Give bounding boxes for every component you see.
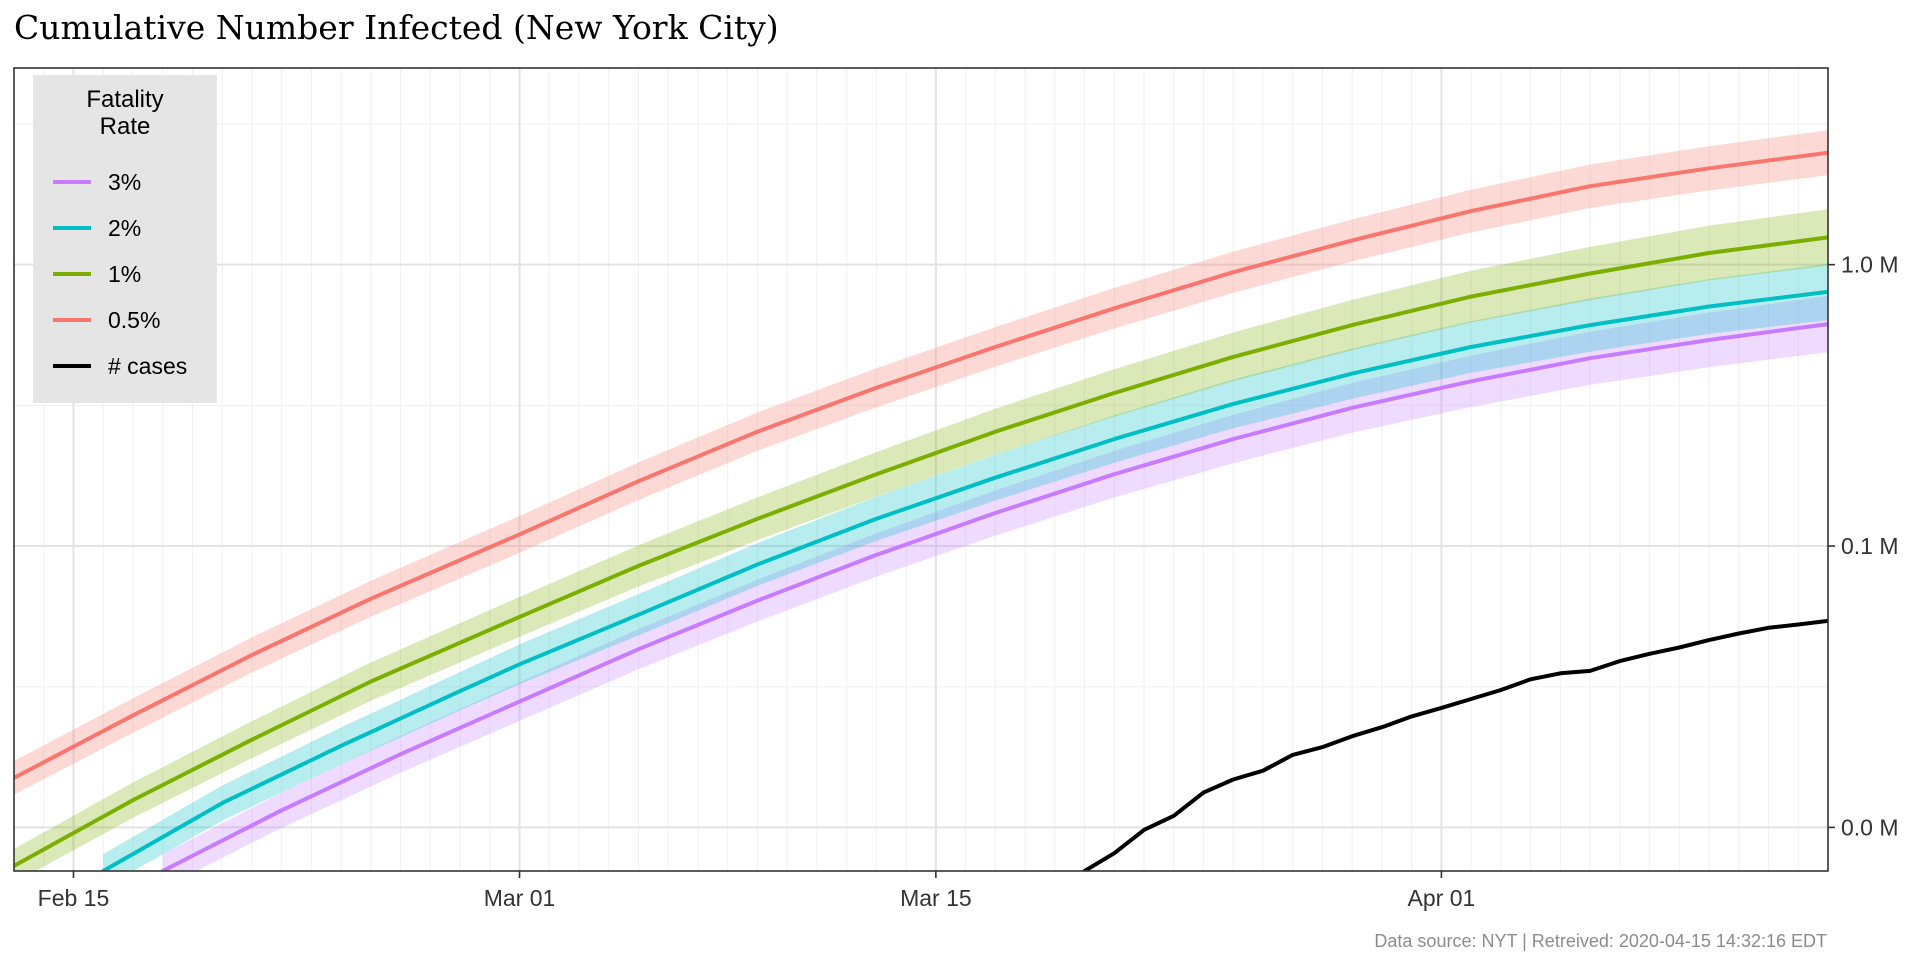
x-tick-label: Mar 15 bbox=[900, 885, 972, 911]
line-cases bbox=[1082, 618, 1828, 871]
legend-label: 2% bbox=[108, 215, 141, 241]
axes: Feb 15 Mar 01 Mar 15 Apr 01 0.0 M 0.1 M 1.0 M bbox=[38, 252, 1899, 911]
grid-layer bbox=[13, 68, 1829, 871]
x-tick-label: Mar 01 bbox=[484, 885, 556, 911]
legend-label: 0.5% bbox=[108, 307, 160, 333]
chart-title: Cumulative Number Infected (New York Cit… bbox=[14, 8, 779, 47]
legend-label: 1% bbox=[108, 261, 141, 287]
line-2 bbox=[101, 289, 1828, 871]
confidence-bands bbox=[14, 130, 1828, 871]
legend-label: 3% bbox=[108, 169, 141, 195]
series-lines bbox=[14, 150, 1828, 871]
y-tick-label: 0.0 M bbox=[1841, 814, 1899, 840]
line-0-5 bbox=[14, 150, 1828, 780]
band-0-5 bbox=[14, 130, 1828, 795]
line-3 bbox=[160, 322, 1828, 871]
x-tick-label: Apr 01 bbox=[1408, 885, 1476, 911]
y-tick-label: 0.1 M bbox=[1841, 533, 1899, 559]
x-tick-label: Feb 15 bbox=[38, 885, 110, 911]
legend-title: Fatality bbox=[86, 86, 163, 113]
band-2 bbox=[103, 263, 1828, 871]
plot-panel-border bbox=[13, 67, 1829, 872]
data-source-caption: Data source: NYT | Retreived: 2020-04-15… bbox=[1374, 931, 1827, 951]
legend-box bbox=[33, 75, 217, 403]
band-3 bbox=[162, 295, 1828, 871]
plot-panel-background bbox=[14, 68, 1828, 871]
legend-label: # cases bbox=[108, 353, 187, 379]
y-tick-label: 1.0 M bbox=[1841, 252, 1899, 278]
band-1 bbox=[14, 209, 1828, 871]
legend-title: Rate bbox=[100, 113, 151, 140]
line-1 bbox=[14, 235, 1828, 868]
